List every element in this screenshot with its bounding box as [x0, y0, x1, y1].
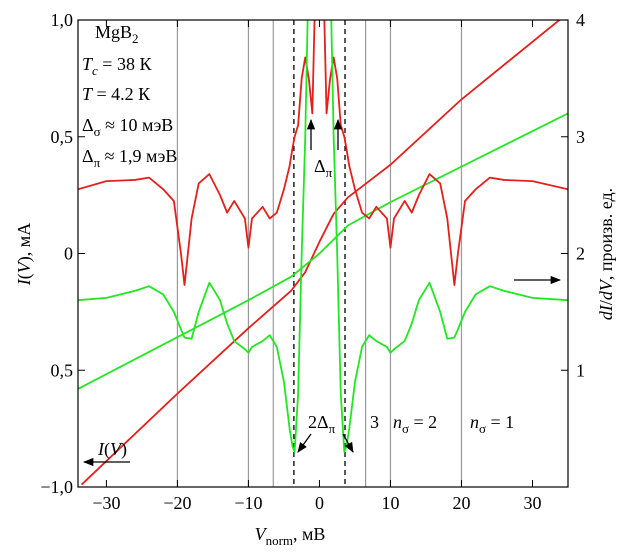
y-axis-label: I(V), мА: [14, 223, 35, 286]
legend-label: I(V): [97, 439, 127, 460]
annotation: MgB2: [95, 22, 139, 46]
y2-tick-label: 1: [576, 360, 585, 380]
x-tick-label: −20: [163, 493, 191, 513]
annotation: Δπ ≈ 1,9 мэВ: [82, 146, 177, 170]
annotation: Tc = 38 К: [82, 54, 152, 78]
x-tick-label: 30: [523, 493, 541, 513]
annotation: nσ = 2: [393, 412, 437, 436]
series-line: [78, 20, 568, 453]
x-axis-label: Vnorm, мВ: [255, 524, 326, 548]
annotation: 2Δπ: [308, 412, 336, 436]
y-tick-label: 0: [64, 244, 73, 264]
x-tick-label: 10: [381, 493, 399, 513]
y2-tick-label: 4: [576, 10, 585, 30]
arrows: [82, 118, 562, 467]
y2-axis-label: dI/dV, произв. ед.: [596, 188, 616, 320]
y2-tick-label: 2: [576, 244, 585, 264]
y2-tick-label: 3: [576, 127, 585, 147]
series-line: [78, 20, 568, 286]
x-tick-label: 20: [452, 493, 470, 513]
series-line: [80, 20, 561, 486]
annotation: 3: [370, 412, 379, 432]
annotation: nσ = 1: [470, 412, 514, 436]
x-tick-label: −10: [234, 493, 262, 513]
y-tick-label: −1,0: [40, 477, 73, 497]
x-tick-label: −30: [92, 493, 120, 513]
annotation: Δπ: [314, 156, 333, 180]
series-line: [78, 112, 568, 390]
y-tick-label: 0,5: [51, 360, 74, 380]
y-tick-label: 1,0: [51, 10, 74, 30]
x-tick-label: 0: [315, 493, 324, 513]
y-tick-label: 0,5: [51, 127, 74, 147]
annotation: T = 4.2 К: [82, 84, 151, 104]
annotation: Δσ ≈ 10 мэВ: [82, 115, 173, 139]
